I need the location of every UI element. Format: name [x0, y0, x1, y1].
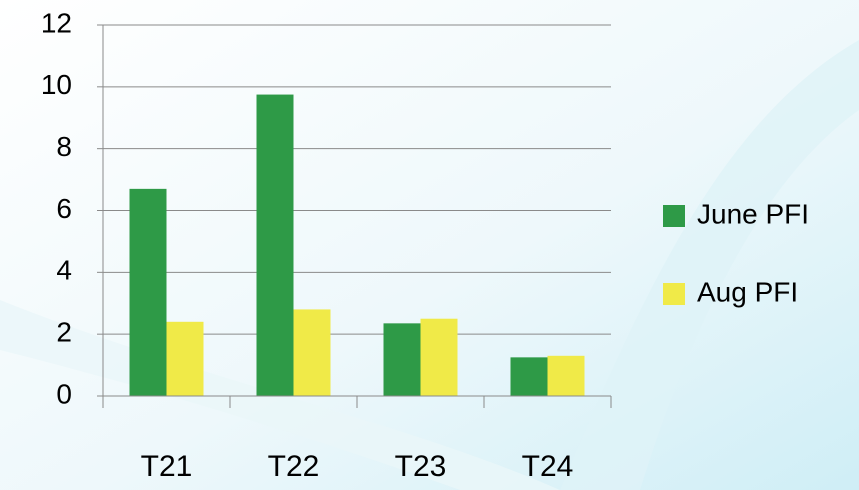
legend-label: June PFI [697, 198, 809, 229]
x-tick-label: T22 [268, 450, 320, 483]
x-tick-label: T24 [522, 450, 574, 483]
bar [547, 355, 585, 396]
bar [383, 323, 421, 396]
y-tick-label: 12 [41, 7, 72, 38]
y-tick-label: 8 [56, 131, 72, 162]
legend-swatch [663, 205, 685, 227]
y-tick-label: 4 [56, 255, 72, 286]
legend-label: Aug PFI [697, 276, 798, 307]
bar [129, 188, 167, 396]
y-tick-label: 0 [56, 378, 72, 409]
bar [166, 321, 204, 396]
y-tick-label: 10 [41, 69, 72, 100]
bar [256, 94, 294, 396]
bar [510, 357, 548, 396]
x-tick-label: T21 [141, 450, 193, 483]
bar [420, 318, 458, 396]
x-tick-label: T23 [395, 450, 447, 483]
y-tick-label: 2 [56, 317, 72, 348]
background-swoosh [560, 40, 859, 490]
legend-swatch [663, 283, 685, 305]
bar [293, 309, 331, 396]
y-tick-label: 6 [56, 193, 72, 224]
